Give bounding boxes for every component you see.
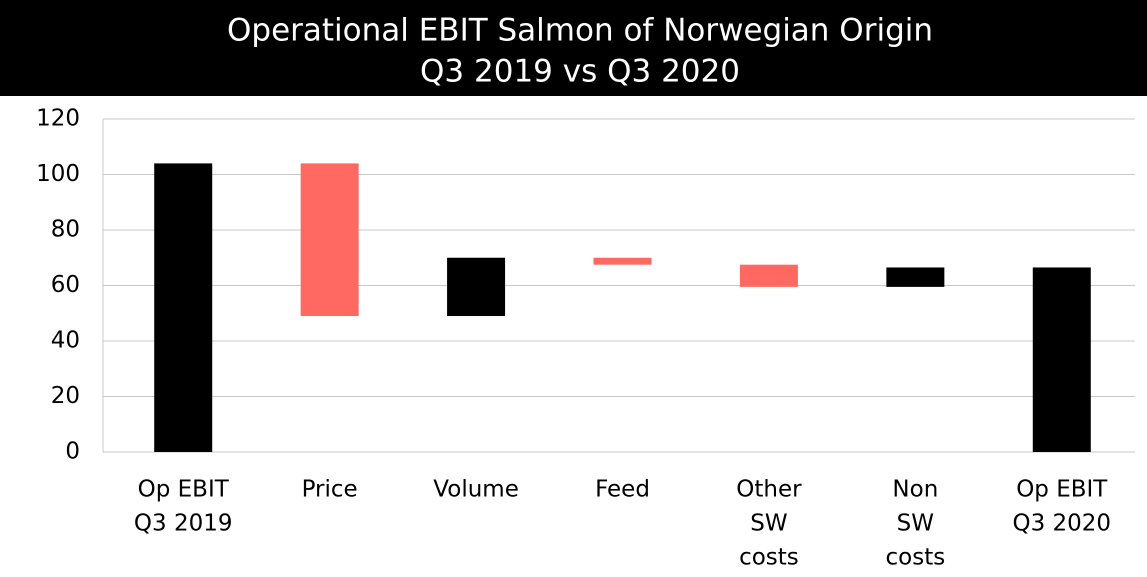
- bar: [593, 257, 652, 265]
- x-tick-label: Price: [302, 477, 358, 503]
- x-tick-label: SW: [750, 511, 787, 537]
- y-tick-label: 80: [51, 217, 80, 243]
- y-tick-label: 20: [51, 383, 80, 409]
- x-tick-label: costs: [886, 545, 946, 571]
- bar: [739, 264, 798, 287]
- x-tick-label: Op EBIT: [138, 477, 230, 503]
- chart-title: Operational EBIT Salmon of Norwegian Ori…: [227, 13, 933, 49]
- x-tick-label: Q3 2019: [134, 511, 233, 537]
- y-tick-label: 100: [36, 161, 80, 187]
- y-tick-label: 60: [51, 272, 80, 298]
- x-tick-label: Non: [892, 477, 938, 503]
- bar: [300, 163, 359, 317]
- bar: [886, 267, 945, 287]
- x-tick-label: Other: [736, 477, 802, 503]
- x-tick-label: Op EBIT: [1016, 477, 1108, 503]
- x-tick-label: Volume: [433, 477, 519, 503]
- y-tick-label: 0: [65, 439, 80, 465]
- x-tick-label: Feed: [595, 477, 650, 503]
- x-tick-label: costs: [739, 545, 799, 571]
- title-band: [0, 0, 1147, 96]
- chart-subtitle: Q3 2019 vs Q3 2020: [420, 54, 740, 90]
- bar: [1032, 267, 1091, 452]
- x-tick-label: SW: [897, 511, 934, 537]
- bar: [154, 163, 213, 452]
- y-tick-label: 40: [51, 328, 80, 354]
- bar: [447, 257, 506, 317]
- x-tick-label: Q3 2020: [1012, 511, 1111, 537]
- y-tick-label: 120: [36, 106, 80, 132]
